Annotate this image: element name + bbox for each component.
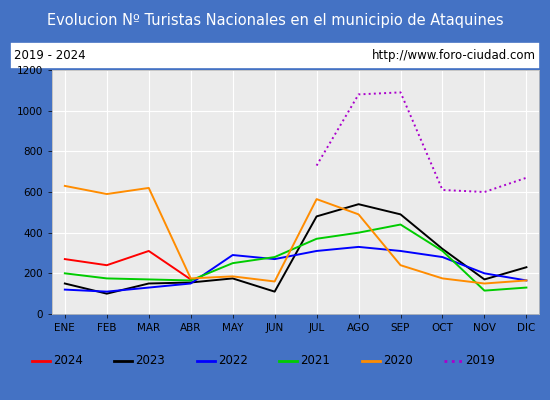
2020: [481, 281, 488, 286]
2020: [229, 274, 236, 279]
2019: [439, 188, 446, 192]
2022: [439, 255, 446, 260]
2022: [355, 244, 362, 249]
Line: 2023: 2023: [65, 204, 526, 294]
2020: [397, 263, 404, 268]
2022: [229, 253, 236, 258]
2024: [145, 248, 152, 253]
2022: [271, 257, 278, 262]
2023: [355, 202, 362, 206]
2022: [188, 281, 194, 286]
Text: Evolucion Nº Turistas Nacionales en el municipio de Ataquines: Evolucion Nº Turistas Nacionales en el m…: [47, 14, 503, 28]
2020: [314, 197, 320, 202]
2023: [439, 246, 446, 251]
2019: [481, 190, 488, 194]
2020: [145, 186, 152, 190]
2020: [271, 279, 278, 284]
2022: [62, 287, 68, 292]
2023: [62, 281, 68, 286]
2021: [62, 271, 68, 276]
2021: [145, 277, 152, 282]
2022: [481, 271, 488, 276]
2023: [145, 281, 152, 286]
2021: [523, 285, 530, 290]
2021: [271, 255, 278, 260]
Line: 2019: 2019: [317, 92, 526, 192]
2020: [188, 276, 194, 281]
2022: [314, 248, 320, 253]
2023: [523, 265, 530, 270]
Text: 2021: 2021: [300, 354, 331, 368]
2021: [439, 248, 446, 253]
2023: [271, 289, 278, 294]
Text: 2019 - 2024: 2019 - 2024: [14, 49, 86, 62]
2020: [523, 278, 530, 283]
2021: [355, 230, 362, 235]
2021: [314, 236, 320, 241]
2023: [397, 212, 404, 217]
Line: 2020: 2020: [65, 186, 526, 284]
2020: [439, 276, 446, 281]
2023: [314, 214, 320, 219]
2019: [314, 163, 320, 168]
2023: [229, 276, 236, 281]
Text: 2022: 2022: [218, 354, 248, 368]
2019: [355, 92, 362, 97]
2021: [481, 288, 488, 293]
2021: [397, 222, 404, 227]
2021: [188, 278, 194, 283]
2019: [397, 90, 404, 95]
2024: [62, 257, 68, 262]
2022: [103, 289, 110, 294]
2021: [229, 261, 236, 266]
Text: 2023: 2023: [135, 354, 166, 368]
2022: [397, 248, 404, 253]
2020: [103, 192, 110, 196]
2024: [103, 263, 110, 268]
Text: 2019: 2019: [465, 354, 496, 368]
2023: [481, 277, 488, 282]
2024: [188, 277, 194, 282]
2022: [145, 285, 152, 290]
2023: [188, 280, 194, 285]
2023: [103, 291, 110, 296]
2019: [523, 175, 530, 180]
2020: [355, 212, 362, 217]
Line: 2024: 2024: [65, 251, 191, 280]
Text: 2024: 2024: [53, 354, 83, 368]
Text: 2020: 2020: [383, 354, 413, 368]
Text: http://www.foro-ciudad.com: http://www.foro-ciudad.com: [372, 49, 536, 62]
Line: 2022: 2022: [65, 247, 526, 292]
Line: 2021: 2021: [65, 224, 526, 291]
2022: [523, 278, 530, 283]
2020: [62, 184, 68, 188]
2021: [103, 276, 110, 281]
